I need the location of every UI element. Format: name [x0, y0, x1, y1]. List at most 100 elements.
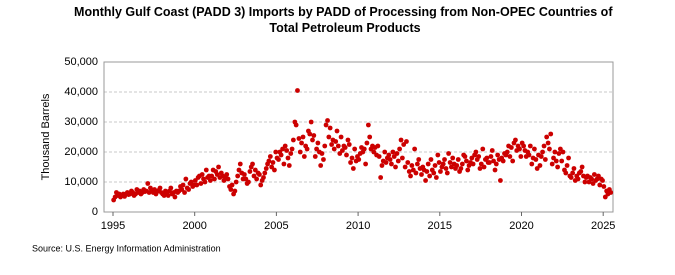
data-point — [462, 154, 468, 159]
data-point — [229, 182, 235, 188]
data-point — [180, 182, 186, 188]
x-tick-label: 2015 — [428, 220, 452, 232]
data-point — [559, 158, 565, 164]
data-point — [555, 164, 561, 170]
data-point — [235, 173, 241, 179]
data-point — [504, 149, 510, 155]
data-point — [346, 142, 352, 147]
data-point — [393, 164, 398, 170]
data-point — [419, 172, 424, 177]
data-point — [552, 149, 558, 155]
data-point — [568, 175, 574, 180]
data-point — [600, 178, 605, 183]
x-tick-label: 1995 — [101, 220, 125, 232]
data-point — [267, 154, 273, 159]
data-point — [333, 139, 339, 144]
data-point — [459, 161, 465, 167]
data-point — [570, 170, 576, 176]
data-point — [526, 152, 532, 158]
data-point — [404, 139, 409, 144]
data-point — [406, 169, 412, 174]
data-point — [387, 157, 393, 162]
data-point — [258, 182, 264, 188]
data-point — [331, 146, 337, 152]
data-point — [532, 146, 537, 152]
data-point — [246, 179, 251, 185]
data-point — [296, 136, 302, 141]
data-point — [542, 157, 548, 162]
data-point — [270, 160, 276, 165]
data-point — [182, 190, 187, 195]
data-point — [436, 160, 442, 165]
data-point — [216, 164, 221, 170]
data-point — [446, 151, 452, 156]
data-point — [334, 128, 340, 134]
data-point — [517, 146, 522, 152]
chart-title-line: Monthly Gulf Coast (PADD 3) Imports by P… — [74, 5, 613, 19]
data-point — [266, 158, 272, 164]
data-point — [405, 160, 411, 165]
data-point — [386, 152, 392, 158]
data-point — [399, 155, 405, 161]
y-tick-label: 50,000 — [64, 56, 98, 68]
data-point — [415, 161, 420, 167]
data-point — [423, 178, 428, 183]
data-point — [544, 134, 550, 140]
data-point — [202, 179, 208, 185]
data-point — [293, 122, 299, 128]
data-point — [276, 157, 281, 162]
data-point — [203, 167, 209, 173]
data-point — [412, 146, 418, 152]
data-point — [424, 169, 430, 174]
data-point — [540, 149, 545, 155]
data-point — [344, 152, 349, 158]
data-point — [566, 155, 571, 161]
data-point — [183, 176, 189, 182]
data-point — [575, 176, 581, 182]
data-point — [425, 161, 431, 167]
data-point — [289, 146, 295, 152]
y-tick-label: 20,000 — [64, 146, 98, 158]
data-point — [529, 161, 535, 167]
data-point — [262, 170, 268, 176]
data-point — [207, 178, 213, 183]
data-point — [507, 154, 513, 159]
data-point — [232, 188, 238, 194]
data-point — [538, 154, 544, 159]
y-tick-label: 40,000 — [64, 86, 98, 98]
data-point — [484, 155, 490, 161]
data-point — [307, 131, 313, 137]
data-point — [286, 163, 292, 168]
data-point — [299, 140, 304, 146]
data-point — [547, 146, 552, 152]
data-point — [397, 146, 402, 152]
data-point — [443, 166, 449, 171]
data-point — [500, 158, 506, 164]
data-point — [408, 173, 413, 179]
data-point — [352, 146, 358, 152]
data-point — [256, 172, 262, 177]
data-point — [498, 178, 503, 183]
data-point — [458, 166, 464, 171]
data-point — [356, 157, 362, 162]
data-point — [560, 149, 566, 155]
data-point — [450, 155, 456, 161]
data-point — [361, 146, 367, 152]
x-tick-label: 2005 — [264, 220, 288, 232]
data-point — [527, 143, 533, 149]
data-point — [533, 157, 539, 162]
data-point — [591, 172, 597, 177]
data-point — [273, 149, 279, 155]
data-point — [537, 163, 543, 168]
data-point — [563, 170, 569, 176]
data-point — [488, 154, 494, 159]
data-point — [186, 187, 192, 192]
data-point — [433, 175, 439, 180]
x-tick-label: 2025 — [591, 220, 615, 232]
data-point — [601, 184, 607, 189]
data-point — [556, 151, 562, 156]
y-axis-label: Thousand Barrels — [40, 93, 52, 180]
data-point — [473, 149, 479, 155]
data-point — [521, 143, 527, 149]
